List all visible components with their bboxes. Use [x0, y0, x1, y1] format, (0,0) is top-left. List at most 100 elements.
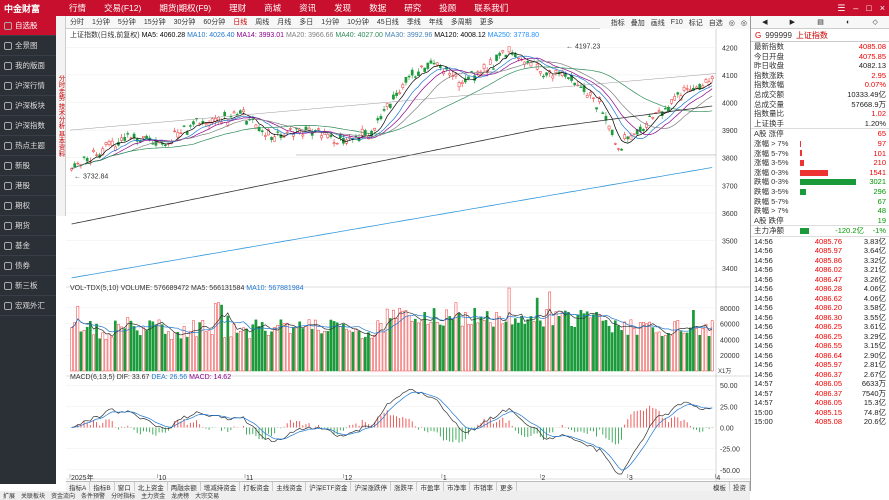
sidebar-item-6[interactable]: 热点主题 — [0, 136, 56, 156]
breadth-bar — [800, 198, 856, 204]
vertical-tabs[interactable]: 分时走势 技术分析 基本资料 — [56, 16, 66, 216]
quote-tool-icon-3[interactable]: ◐ — [846, 18, 851, 26]
chart-tool-1[interactable]: 叠加 — [630, 19, 645, 27]
main-legend-item: MA10: 4026.40 — [187, 32, 236, 39]
indicator-tab-2[interactable]: 窗口 — [115, 482, 135, 491]
chart-tool-5[interactable]: 自选 — [708, 19, 723, 27]
close-icon[interactable]: × — [879, 3, 885, 13]
sidebar-item-3[interactable]: 沪深行情 — [0, 76, 56, 96]
period-tab-7[interactable]: 周线 — [255, 19, 270, 26]
menu-item-5[interactable]: 资讯 — [299, 3, 317, 13]
sidebar-item-14[interactable]: 宏观外汇 — [0, 296, 56, 316]
chart-tool-3[interactable]: F10 — [670, 19, 683, 26]
indicator-tab-13[interactable]: 市销率 — [470, 482, 497, 491]
period-tab-5[interactable]: 60分钟 — [203, 19, 226, 26]
bottom-right-tab-0[interactable]: 模板 — [710, 482, 730, 491]
period-tab-11[interactable]: 10分钟 — [347, 19, 369, 26]
period-tab-13[interactable]: 季线 — [406, 19, 421, 26]
sidebar-item-9[interactable]: 期权 — [0, 196, 56, 216]
menu-item-4[interactable]: 商城 — [264, 3, 282, 13]
volume-bar — [260, 322, 264, 372]
y-tick-label: 3800 — [722, 156, 738, 163]
candle-body — [460, 81, 464, 84]
period-tab-0[interactable]: 分时 — [70, 19, 84, 26]
sidebar-item-11[interactable]: 基金 — [0, 236, 56, 256]
maximize-icon[interactable]: □ — [866, 3, 872, 13]
indicator-tab-5[interactable]: 增减持资金 — [201, 482, 241, 491]
volume-bar — [607, 325, 611, 372]
period-tab-6[interactable]: 日线 — [233, 19, 248, 26]
sidebar-item-label: 沪深板块 — [15, 100, 45, 110]
menu-item-0[interactable]: 行情 — [69, 3, 87, 13]
quote-tool-icon-4[interactable]: ◇ — [872, 19, 878, 26]
kline-chart[interactable]: 上证指数(日线,前复权) MA5: 4060.28 MA10: 4026.40 … — [66, 29, 750, 481]
period-tab-3[interactable]: 15分钟 — [143, 19, 166, 26]
sidebar-item-12[interactable]: 债券 — [0, 256, 56, 276]
menu-item-1[interactable]: 交易(F12) — [104, 3, 142, 13]
sidebar-item-13[interactable]: 新三板 — [0, 276, 56, 296]
chart-tool-0[interactable]: 指标 — [610, 19, 625, 27]
extension-tab-5[interactable]: 主力资金 — [141, 494, 166, 500]
tick-list[interactable]: 14:56 4085.76 3.83亿 14:56 4085.97 3.64亿 14:56 4… — [751, 235, 889, 427]
period-tab-15[interactable]: 多周期 — [450, 19, 472, 26]
volume-bar — [79, 331, 83, 372]
sidebar-item-8[interactable]: 港股 — [0, 176, 56, 196]
menu-item-3[interactable]: 理财 — [229, 3, 247, 13]
indicator-tab-10[interactable]: 涨跌平 — [391, 482, 418, 491]
sidebar-item-10[interactable]: 期货 — [0, 216, 56, 236]
indicator-tab-4[interactable]: 两融余额 — [168, 482, 201, 491]
period-tab-10[interactable]: 1分钟 — [321, 19, 340, 26]
quote-tool-icon-1[interactable]: ▶ — [789, 19, 796, 26]
tick-price: 4086.05 — [814, 398, 842, 408]
quote-tool-icon-2[interactable]: ▤ — [817, 19, 824, 26]
indicator-tab-3[interactable]: 北上资金 — [135, 482, 168, 491]
minimize-icon[interactable]: – — [853, 3, 859, 13]
menu-item-7[interactable]: 数据 — [369, 3, 387, 13]
chart-tool-7[interactable]: ◎ — [740, 19, 747, 27]
period-tab-2[interactable]: 5分钟 — [117, 19, 136, 26]
indicator-tab-9[interactable]: 沪深涨跌停 — [351, 482, 391, 491]
period-tab-1[interactable]: 1分钟 — [92, 19, 110, 26]
sidebar-item-7[interactable]: 新股 — [0, 156, 56, 176]
chart-tool-6[interactable]: ◎ — [728, 19, 735, 27]
chart-tool-2[interactable]: 画线 — [650, 19, 665, 27]
indicator-tab-6[interactable]: 打板资金 — [240, 482, 274, 491]
tick-price: 4085.15 — [814, 407, 842, 417]
sidebar-item-1[interactable]: 全景图 — [0, 36, 56, 56]
menu-item-10[interactable]: 联系我们 — [474, 3, 509, 13]
extension-tab-7[interactable]: 大宗交易 — [195, 494, 220, 500]
menu-item-2[interactable]: 期货|期权(F9) — [159, 3, 212, 13]
menu-item-8[interactable]: 研究 — [404, 3, 422, 13]
extension-tab-2[interactable]: 资金流向 — [51, 494, 76, 500]
period-tab-9[interactable]: 多日 — [299, 19, 314, 26]
indicator-tab-12[interactable]: 市净率 — [444, 482, 471, 491]
extension-tab-3[interactable]: 条件预警 — [81, 494, 106, 500]
period-tab-8[interactable]: 月线 — [277, 19, 292, 26]
indicator-tab-14[interactable]: 更多 — [497, 482, 517, 491]
menu-item-9[interactable]: 投顾 — [439, 3, 457, 13]
period-tab-16[interactable]: 更多 — [479, 19, 494, 26]
sidebar-item-4[interactable]: 沪深板块 — [0, 96, 56, 116]
indicator-tab-11[interactable]: 市盈率 — [417, 482, 444, 491]
indicator-tab-8[interactable]: 沪深ETF资金 — [306, 482, 352, 491]
indicator-tab-1[interactable]: 指标B — [90, 482, 115, 491]
menu-item-6[interactable]: 发现 — [334, 3, 352, 13]
chart-tool-4[interactable]: 标记 — [688, 19, 703, 27]
sidebar-item-5[interactable]: 沪深指数 — [0, 116, 56, 136]
stat-value: 0.07% — [864, 80, 886, 90]
menu-icon[interactable]: ☰ — [837, 3, 846, 13]
period-tab-12[interactable]: 45日线 — [376, 19, 399, 26]
extension-tab-4[interactable]: 分时指标 — [111, 494, 136, 500]
period-tab-4[interactable]: 30分钟 — [173, 19, 196, 26]
bottom-right-tab-1[interactable]: 投资 — [730, 482, 750, 491]
extension-tab-0[interactable]: 扩展 — [3, 494, 16, 500]
volume-bar — [488, 322, 492, 372]
indicator-tab-7[interactable]: 主线资金 — [273, 482, 307, 491]
extension-tab-1[interactable]: 关联板块 — [21, 494, 46, 500]
indicator-tab-0[interactable]: 指标A — [66, 482, 91, 491]
quote-tool-icon-0[interactable]: ◀ — [762, 19, 768, 26]
extension-tab-6[interactable]: 龙虎榜 — [171, 494, 190, 500]
sidebar-item-0[interactable]: 自选股 — [0, 16, 56, 36]
period-tab-14[interactable]: 年线 — [428, 19, 443, 26]
sidebar-item-2[interactable]: 我的版面 — [0, 56, 56, 76]
